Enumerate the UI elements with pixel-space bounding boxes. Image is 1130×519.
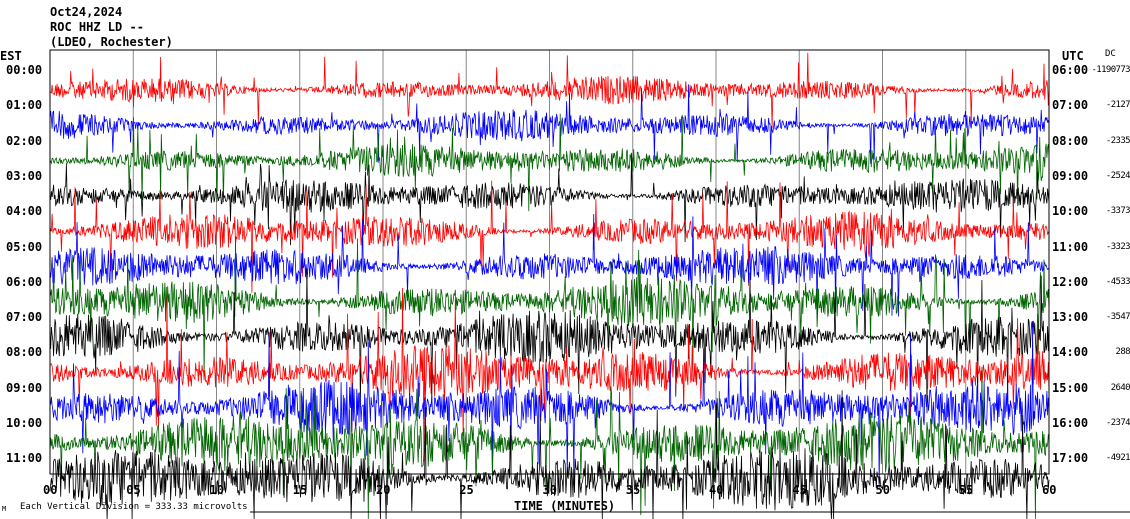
dc-value: -2374 — [1105, 418, 1130, 428]
utc-row-label: 07:00 — [1052, 98, 1089, 113]
date-label: Oct24,2024 — [50, 5, 123, 19]
est-row-label: 11:00 — [6, 451, 43, 466]
est-row-label: 10:00 — [6, 416, 43, 430]
est-row-label: 09:00 — [6, 380, 43, 395]
dc-value: -2335 — [1105, 135, 1130, 146]
x-tick-label: 05 — [126, 483, 141, 497]
seismic-trace — [49, 214, 1050, 317]
est-row-label: 03:00 — [6, 168, 43, 183]
x-tick-label: 10 — [209, 483, 224, 497]
seismic-trace — [49, 287, 1050, 462]
dc-value: 288 — [1115, 347, 1130, 358]
dc-value: -4533 — [1105, 276, 1130, 287]
dc-value: 2640 — [1110, 382, 1130, 393]
utc-row-label: 12:00 — [1052, 274, 1089, 289]
seismic-trace — [49, 390, 1050, 519]
x-axis-label: TIME (MINUTES) — [514, 499, 616, 513]
network-label: (LDEO, Rochester) — [50, 35, 173, 49]
x-tick-label: 15 — [292, 483, 308, 497]
dc-value: -3547 — [1105, 312, 1130, 323]
x-tick-label: 20 — [376, 483, 391, 497]
seismic-trace — [49, 236, 1050, 381]
seismic-trace — [49, 180, 1050, 293]
x-tick-label: 30 — [542, 483, 557, 497]
est-row-label: 08:00 — [6, 345, 43, 360]
dc-value: -3373 — [1105, 206, 1130, 217]
utc-row-label: 13:00 — [1052, 310, 1089, 325]
plot-frame — [49, 49, 1050, 475]
dc-value: -3323 — [1105, 241, 1130, 252]
seismic-trace — [49, 321, 1050, 488]
seismic-trace — [49, 268, 1050, 414]
seismic-trace — [49, 366, 1050, 519]
scale-note: Each Vertical Division = 333.33 microvol… — [20, 502, 248, 512]
est-row-label: 04:00 — [6, 204, 43, 219]
dc-value: -2127 — [1105, 100, 1130, 111]
dc-value: -2524 — [1105, 170, 1130, 181]
x-tick-label: 25 — [459, 483, 474, 497]
seismic-trace — [49, 152, 1050, 246]
utc-axis-title: UTC — [1062, 49, 1084, 63]
x-tick-label: 00 — [43, 483, 58, 497]
est-row-label: 07:00 — [6, 310, 43, 325]
est-row-label: 02:00 — [6, 133, 43, 148]
est-row-label: 00:00 — [6, 63, 43, 77]
x-tick-label: 60 — [1042, 483, 1057, 497]
seismic-trace — [49, 84, 1050, 164]
est-row-label: 01:00 — [6, 98, 43, 113]
est-row-label: 05:00 — [6, 239, 43, 254]
est-row-label: 06:00 — [6, 274, 43, 289]
x-tick-label: 50 — [875, 483, 890, 497]
utc-row-label: 11:00 — [1052, 239, 1089, 254]
utc-row-label: 16:00 — [1052, 416, 1089, 430]
utc-row-label: 17:00 — [1052, 451, 1089, 466]
corner-mark: M — [2, 505, 7, 513]
x-tick-label: 55 — [958, 483, 974, 497]
est-axis-title: EST — [0, 49, 22, 63]
utc-row-label: 09:00 — [1052, 168, 1089, 183]
seismic-trace — [49, 113, 1050, 212]
utc-row-label: 10:00 — [1052, 204, 1089, 219]
x-tick-label: 45 — [792, 483, 807, 497]
utc-row-label: 14:00 — [1052, 345, 1089, 360]
dc-value: -4921 — [1105, 453, 1130, 464]
utc-row-label: 15:00 — [1052, 380, 1089, 395]
seismic-trace — [49, 52, 1050, 129]
station-label: ROC HHZ LD -- — [50, 20, 144, 34]
utc-row-label: 06:00 — [1052, 63, 1089, 77]
x-tick-label: 40 — [709, 483, 724, 497]
dc-title: DC — [1105, 49, 1116, 59]
utc-row-label: 08:00 — [1052, 133, 1089, 148]
x-tick-label: 35 — [625, 483, 641, 497]
dc-value: -1190773 — [1091, 65, 1130, 75]
